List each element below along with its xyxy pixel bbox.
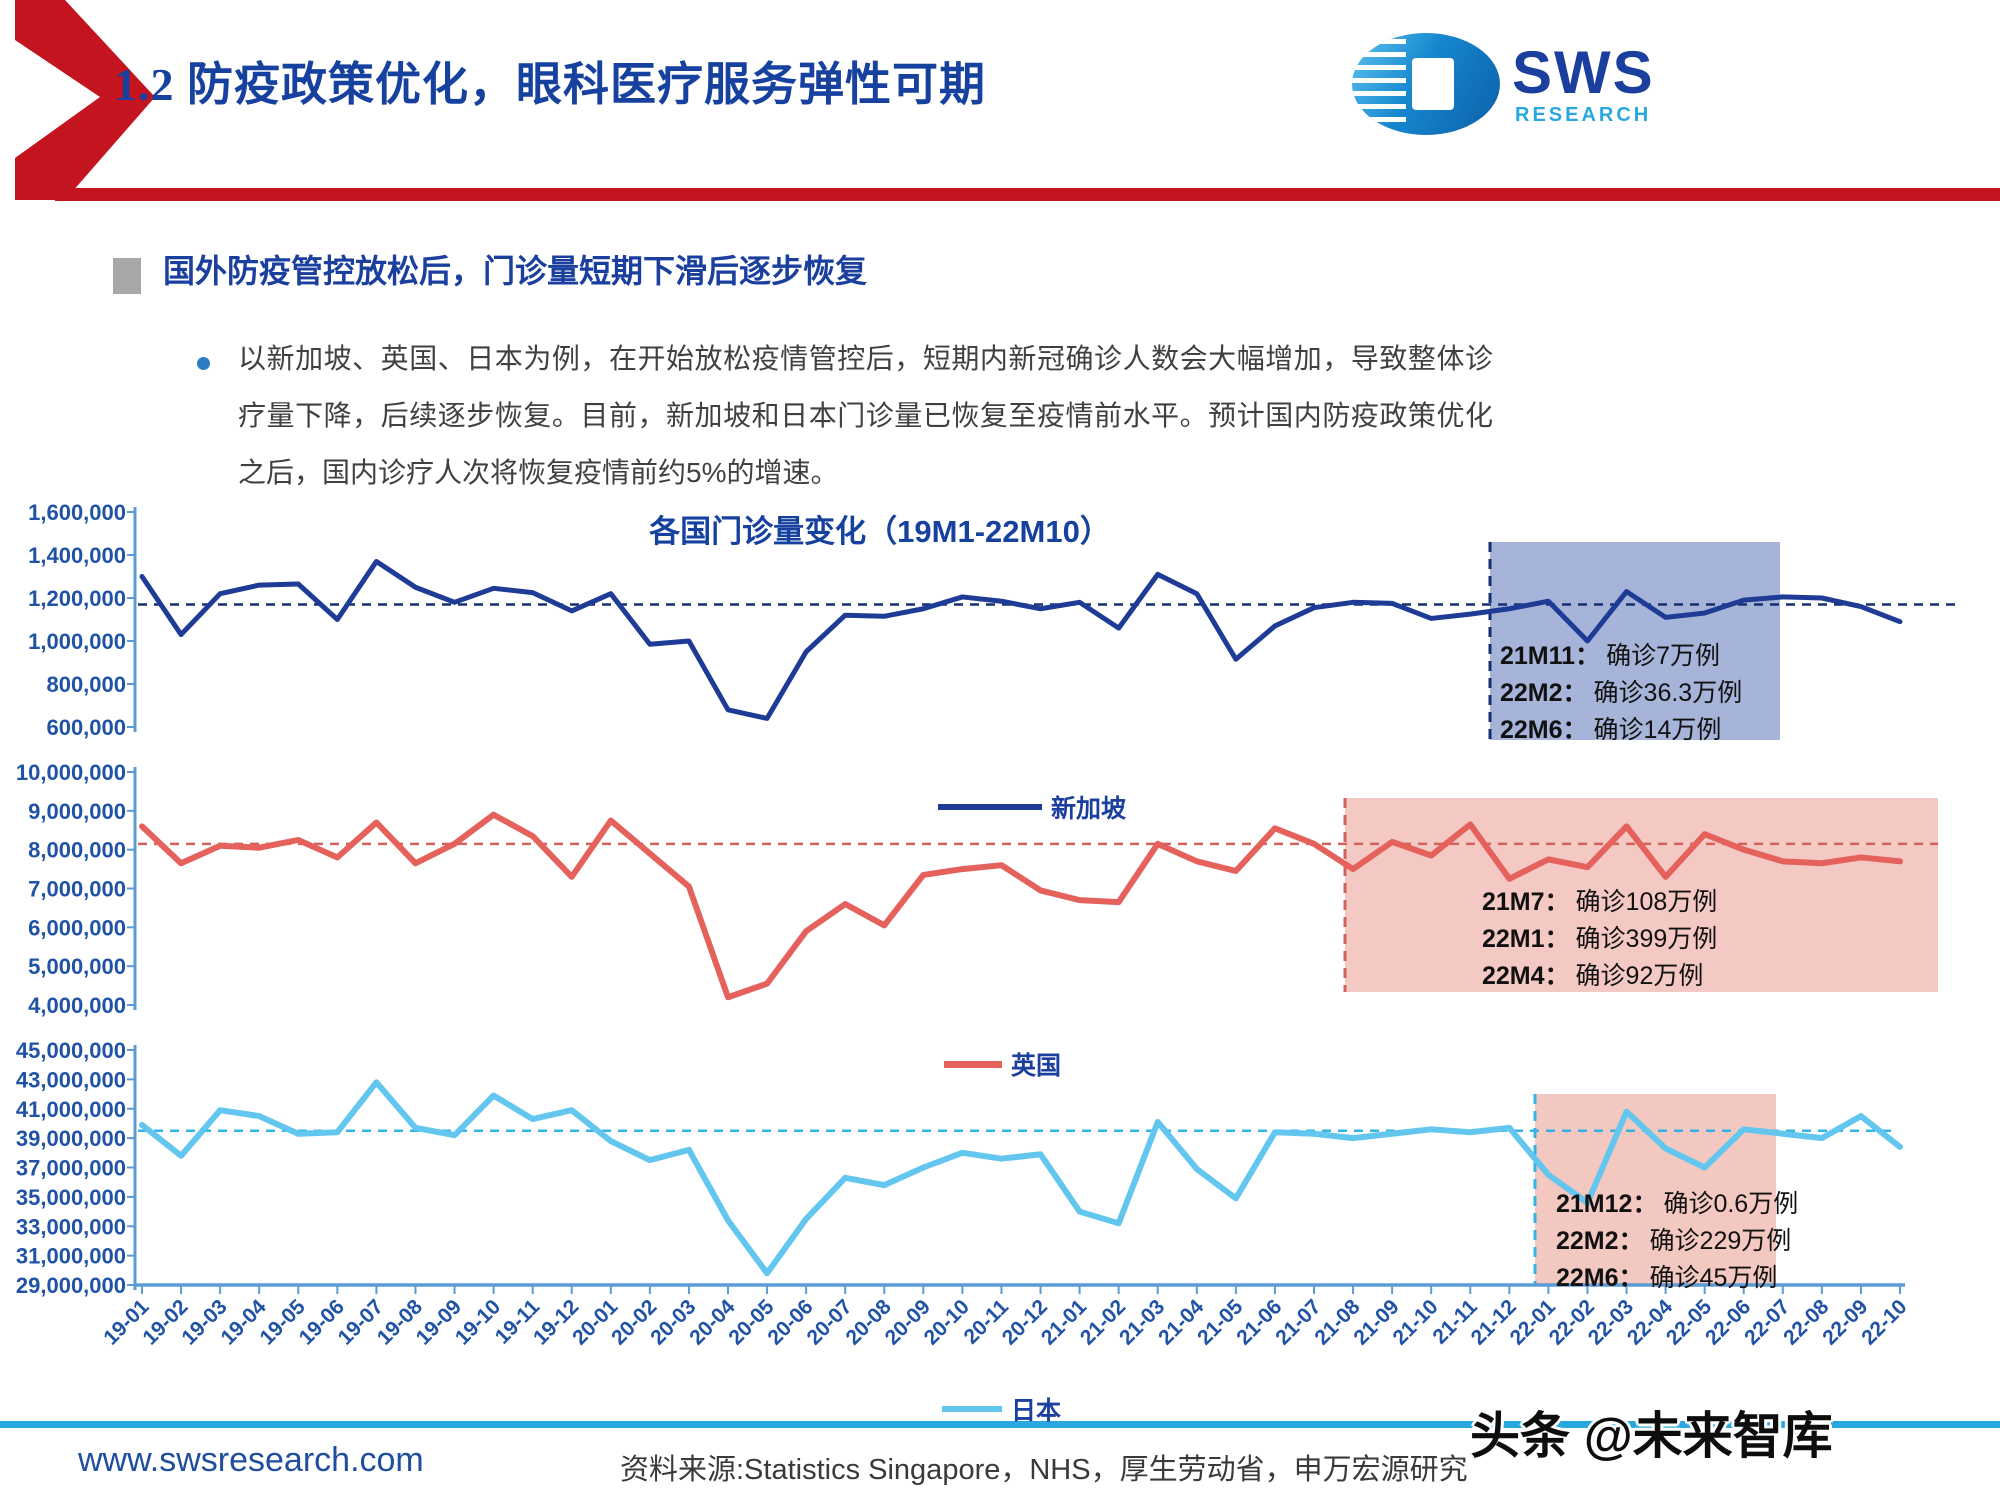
legend-line-uk xyxy=(944,1060,1002,1068)
y-tick-label: 43,000,000 xyxy=(16,1067,126,1092)
legend-label-uk: 英国 xyxy=(1011,1052,1062,1080)
sws-logo-icon xyxy=(1352,33,1500,135)
annotation-singapore: 21M11： 确诊7万例 22M2： 确诊36.3万例 22M6： 确诊14万例 xyxy=(1500,638,1742,749)
annotation-row: 22M2： 确诊36.3万例 xyxy=(1500,679,1743,707)
annotation-row: 21M11： 确诊7万例 xyxy=(1500,642,1720,670)
logo-text: SWS xyxy=(1512,39,1655,106)
highlight-region xyxy=(1490,542,1780,740)
y-tick-label: 1,000,000 xyxy=(28,629,126,654)
y-tick-label: 1,600,000 xyxy=(28,500,126,525)
annotation-row: 22M4： 确诊92万例 xyxy=(1482,962,1704,990)
y-tick-label: 10,000,000 xyxy=(16,760,126,785)
y-tick-label: 41,000,000 xyxy=(16,1097,126,1122)
y-tick-label: 9,000,000 xyxy=(28,799,126,824)
logo-hole xyxy=(1412,58,1454,110)
y-tick-label: 8,000,000 xyxy=(28,838,126,863)
y-tick-label: 1,200,000 xyxy=(28,586,126,611)
x-tick-label: 20-10 xyxy=(920,1295,974,1349)
highlight-region xyxy=(1535,1094,1776,1285)
y-tick-label: 31,000,000 xyxy=(16,1244,126,1269)
footer-url-link[interactable]: www.swsresearch.com xyxy=(78,1441,424,1479)
y-tick-label: 5,000,000 xyxy=(28,954,126,979)
legend-label-japan: 日本 xyxy=(1011,1397,1062,1425)
y-tick-label: 1,400,000 xyxy=(28,543,126,568)
list-bullet-icon xyxy=(197,357,210,370)
y-tick-label: 33,000,000 xyxy=(16,1214,126,1239)
annotation-row: 22M6： 确诊45万例 xyxy=(1556,1264,1778,1292)
annotation-row: 22M6： 确诊14万例 xyxy=(1500,716,1722,744)
body-paragraph: 以新加坡、英国、日本为例，在开始放松疫情管控后，短期内新冠确诊人数会大幅增加，导… xyxy=(238,343,1493,488)
x-tick-label: 22-10 xyxy=(1857,1295,1911,1349)
series-line-2 xyxy=(139,1079,1903,1277)
red-divider-bar xyxy=(55,188,2000,201)
y-tick-label: 29,000,000 xyxy=(16,1273,126,1298)
section-bullet-icon xyxy=(113,258,141,294)
y-tick-label: 37,000,000 xyxy=(16,1156,126,1181)
chart-title: 各国门诊量变化（19M1-22M10） xyxy=(649,514,1111,549)
legend-line-japan xyxy=(942,1406,1002,1412)
legend-line-singapore xyxy=(938,804,1042,810)
legend-uk: 英国 xyxy=(944,1046,1061,1082)
y-tick-label: 4,000,000 xyxy=(28,993,126,1018)
legend-label-singapore: 新加坡 xyxy=(1051,795,1127,823)
annotation-row: 22M1： 确诊399万例 xyxy=(1482,925,1718,953)
logo-subtext: RESEARCH xyxy=(1515,104,1652,126)
y-tick-label: 7,000,000 xyxy=(28,877,126,902)
annotation-row: 21M12： 确诊0.6万例 xyxy=(1556,1190,1799,1218)
series-line-1 xyxy=(139,811,1903,1001)
y-tick-label: 39,000,000 xyxy=(16,1126,126,1151)
annotation-uk: 21M7： 确诊108万例 22M1： 确诊399万例 22M4： 确诊92万例 xyxy=(1482,884,1717,995)
annotation-row: 22M2： 确诊229万例 xyxy=(1556,1227,1792,1255)
footer-divider xyxy=(0,1421,2000,1428)
y-tick-label: 6,000,000 xyxy=(28,915,126,940)
y-tick-label: 35,000,000 xyxy=(16,1185,126,1210)
y-tick-label: 600,000 xyxy=(46,715,126,740)
x-tick-label: 21-10 xyxy=(1388,1295,1442,1349)
annotation-japan: 21M12： 确诊0.6万例 22M2： 确诊229万例 22M6： 确诊45万例 xyxy=(1556,1186,1798,1297)
section-header: 国外防疫管控放松后，门诊量短期下滑后逐步恢复 xyxy=(163,253,868,289)
footer-source: 资料来源:Statistics Singapore，NHS，厚生劳动省，申万宏源… xyxy=(620,1454,1468,1486)
y-tick-label: 800,000 xyxy=(46,672,126,697)
x-tick-label: 19-10 xyxy=(451,1295,505,1349)
series-line-0 xyxy=(139,558,1903,721)
annotation-row: 21M7： 确诊108万例 xyxy=(1482,888,1718,916)
y-tick-label: 45,000,000 xyxy=(16,1038,126,1063)
watermark: 头条 @未来智库 xyxy=(1470,1408,1833,1464)
legend-singapore: 新加坡 xyxy=(938,789,1126,825)
legend-japan: 日本 xyxy=(942,1391,1061,1427)
highlight-region xyxy=(1345,798,1938,992)
page-title: 1.2 防疫政策优化，眼科医疗服务弹性可期 xyxy=(114,59,986,110)
